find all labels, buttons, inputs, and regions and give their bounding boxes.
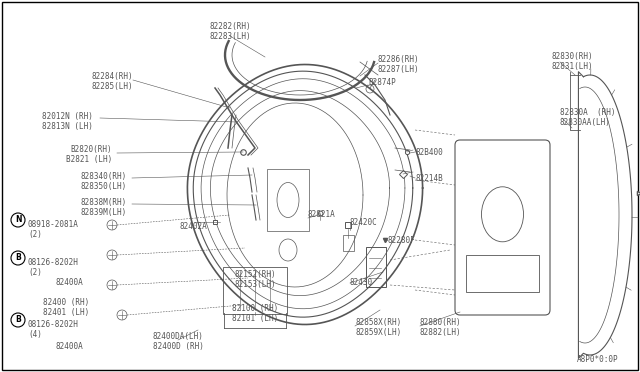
FancyBboxPatch shape (223, 267, 287, 314)
Text: 82400DA(LH)
82400D (RH): 82400DA(LH) 82400D (RH) (152, 332, 204, 352)
Text: B: B (15, 253, 21, 263)
Text: 82830(RH)
82831(LH): 82830(RH) 82831(LH) (552, 52, 594, 71)
FancyBboxPatch shape (267, 169, 309, 231)
Text: 82284(RH)
82285(LH): 82284(RH) 82285(LH) (92, 72, 133, 92)
Text: 08126-8202H
(4): 08126-8202H (4) (28, 320, 79, 339)
Text: 82402A: 82402A (180, 222, 208, 231)
Text: 08918-2081A
(2): 08918-2081A (2) (28, 220, 79, 240)
Text: 82B400: 82B400 (415, 148, 443, 157)
Text: 82100 (RH)
82101 (LH): 82100 (RH) 82101 (LH) (232, 304, 278, 323)
Text: 82858X(RH)
82859X(LH): 82858X(RH) 82859X(LH) (355, 318, 401, 337)
Text: A8P0*0:0P: A8P0*0:0P (577, 355, 618, 364)
Text: 82420C: 82420C (350, 218, 378, 227)
Text: B2874P: B2874P (368, 78, 396, 87)
Text: 82400A: 82400A (55, 278, 83, 287)
FancyBboxPatch shape (366, 247, 386, 287)
Text: 82821A: 82821A (308, 210, 336, 219)
Text: 82430: 82430 (350, 278, 373, 287)
Text: 82214B: 82214B (415, 174, 443, 183)
Text: 82286(RH)
82287(LH): 82286(RH) 82287(LH) (378, 55, 420, 74)
Text: 82830A  (RH)
82830AA(LH): 82830A (RH) 82830AA(LH) (560, 108, 616, 127)
FancyBboxPatch shape (466, 255, 539, 292)
Text: 82280F: 82280F (388, 236, 416, 245)
Text: N: N (15, 215, 21, 224)
Text: 828340(RH)
828350(LH): 828340(RH) 828350(LH) (81, 172, 127, 192)
Text: B2820(RH)
B2821 (LH): B2820(RH) B2821 (LH) (66, 145, 112, 164)
Text: 08126-8202H
(2): 08126-8202H (2) (28, 258, 79, 278)
Text: 82152(RH)
82153(LH): 82152(RH) 82153(LH) (234, 270, 276, 289)
Text: 82400 (RH)
82401 (LH): 82400 (RH) 82401 (LH) (43, 298, 89, 317)
Text: 82012N (RH)
82813N (LH): 82012N (RH) 82813N (LH) (42, 112, 93, 131)
FancyBboxPatch shape (455, 140, 550, 315)
Text: 82282(RH)
82283(LH): 82282(RH) 82283(LH) (209, 22, 251, 41)
FancyBboxPatch shape (342, 234, 353, 250)
Text: 82880(RH)
82882(LH): 82880(RH) 82882(LH) (420, 318, 461, 337)
Text: 82400A: 82400A (55, 342, 83, 351)
Text: B: B (15, 315, 21, 324)
Text: 82838M(RH)
82839M(LH): 82838M(RH) 82839M(LH) (81, 198, 127, 217)
